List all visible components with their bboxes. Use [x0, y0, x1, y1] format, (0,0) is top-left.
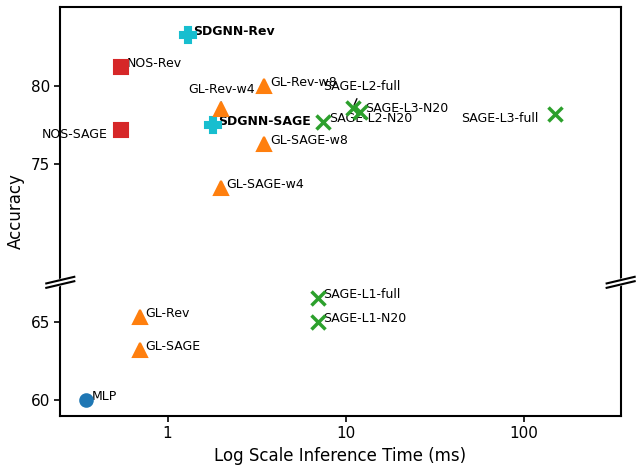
Text: SDGNN-Rev: SDGNN-Rev [193, 25, 275, 38]
X-axis label: Log Scale Inference Time (ms): Log Scale Inference Time (ms) [214, 447, 467, 465]
Text: NOS-Rev: NOS-Rev [127, 57, 182, 70]
Text: GL-Rev-w4: GL-Rev-w4 [188, 84, 255, 107]
Text: SAGE-L1-full: SAGE-L1-full [324, 288, 401, 301]
Y-axis label: Accuracy: Accuracy [7, 174, 25, 249]
Text: GL-Rev-w8: GL-Rev-w8 [270, 76, 337, 89]
Text: SAGE-L1-N20: SAGE-L1-N20 [324, 312, 407, 325]
Text: SAGE-L2-N20: SAGE-L2-N20 [329, 112, 412, 125]
Text: GL-Rev: GL-Rev [145, 307, 190, 320]
Text: GL-SAGE: GL-SAGE [145, 340, 200, 353]
Text: NOS-SAGE: NOS-SAGE [42, 128, 108, 141]
Text: SAGE-L3-N20: SAGE-L3-N20 [365, 102, 449, 115]
Text: SAGE-L2-full: SAGE-L2-full [323, 80, 401, 105]
Text: GL-SAGE-w8: GL-SAGE-w8 [270, 134, 348, 147]
Text: SDGNN-SAGE: SDGNN-SAGE [218, 115, 311, 128]
Text: SAGE-L3-full: SAGE-L3-full [461, 112, 538, 125]
Text: MLP: MLP [92, 390, 117, 404]
Text: GL-SAGE-w4: GL-SAGE-w4 [227, 178, 305, 191]
